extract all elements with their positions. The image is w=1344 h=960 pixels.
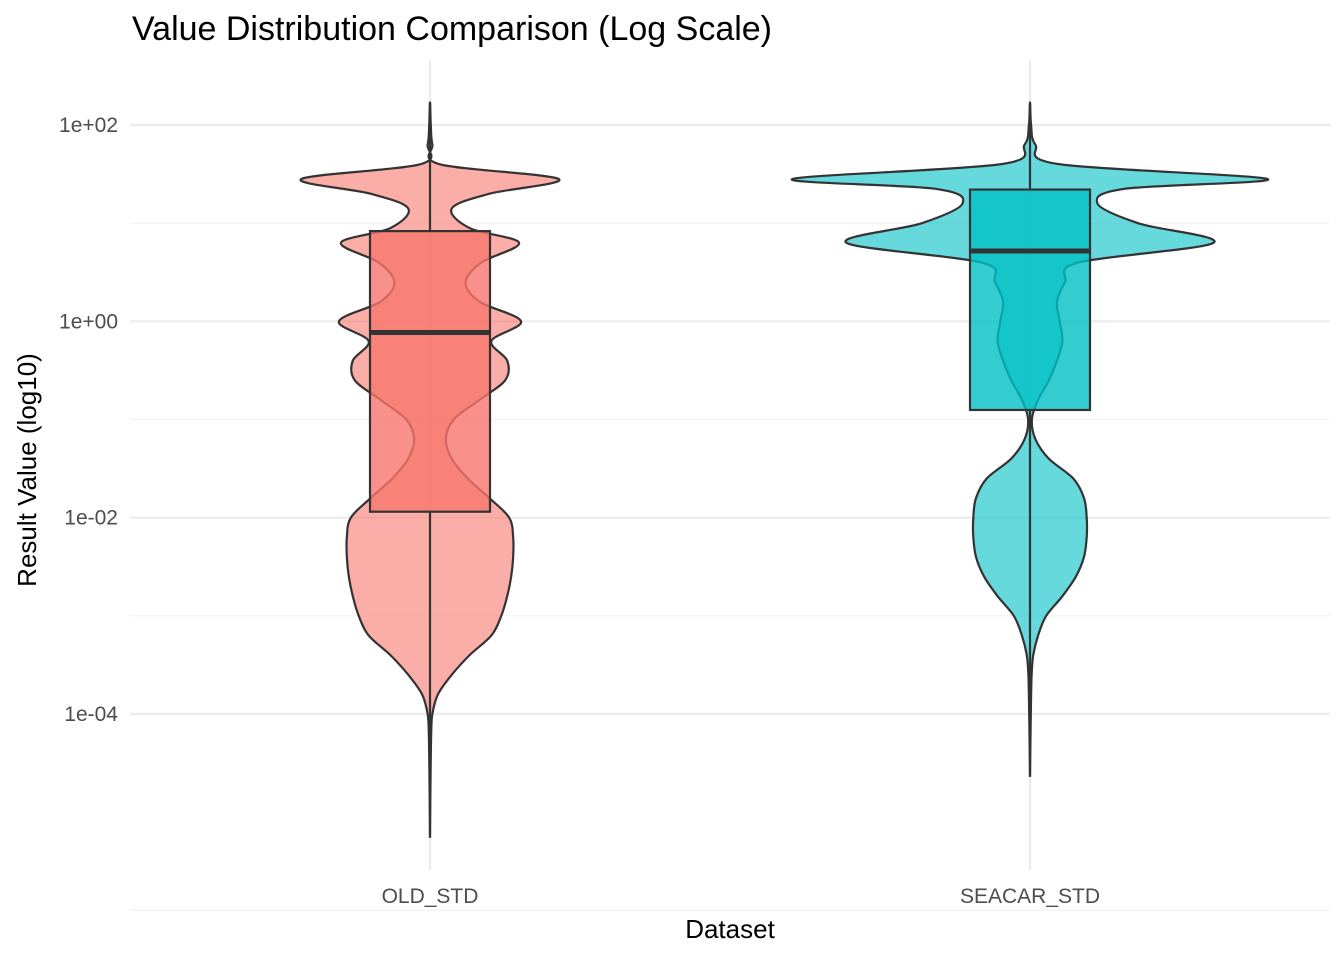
boxplots (368, 102, 1092, 838)
x-axis-ticks: OLD_STD SEACAR_STD (382, 885, 1100, 908)
chart-title: Value Distribution Comparison (Log Scale… (132, 10, 772, 48)
y-tick-label: 1e+02 (59, 114, 118, 137)
x-tick-label: OLD_STD (382, 885, 479, 908)
x-tick-label: SEACAR_STD (960, 885, 1100, 908)
y-axis-ticks: 1e-04 1e-02 1e+00 1e+02 (59, 114, 118, 726)
y-tick-label: 1e-02 (64, 507, 118, 530)
boxplot-old-std (368, 230, 492, 513)
y-tick-label: 1e-04 (64, 703, 118, 726)
y-tick-label: 1e+00 (59, 310, 118, 333)
x-axis-title: Dataset (685, 914, 775, 944)
y-axis-title: Result Value (log10) (12, 353, 42, 587)
boxplot-seacar-std (968, 188, 1092, 412)
